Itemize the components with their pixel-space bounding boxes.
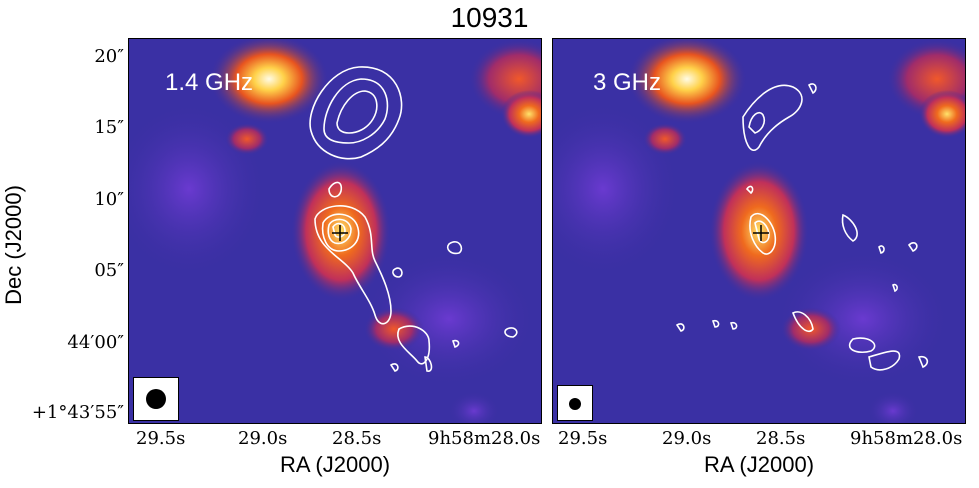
xtick-2-285: 28.5s: [756, 428, 806, 449]
xtick-2-290: 29.0s: [662, 428, 712, 449]
ytick-05: 05″: [94, 260, 124, 281]
radio-contours-1p4: [309, 66, 518, 372]
beam-ellipse-1p4ghz: [146, 389, 166, 409]
position-crosshair-1p4: [332, 225, 348, 241]
xtick-2-280: 9h58m28.0s: [850, 428, 963, 449]
y-axis-label: Dec (J2000): [1, 185, 26, 305]
figure-title: 10931: [450, 2, 529, 33]
xtick-2-295: 29.5s: [558, 428, 608, 449]
beam-box-3ghz: [557, 385, 593, 421]
ytick-15: 15″: [94, 117, 124, 138]
x-axis-label-1: RA (J2000): [279, 452, 391, 477]
image-1p4ghz: [129, 39, 541, 423]
image-3ghz: [553, 39, 965, 423]
x-axis-label-2: RA (J2000): [703, 452, 815, 477]
beam-box-1p4ghz: [133, 377, 179, 421]
panel-1p4ghz: 1.4 GHz: [128, 38, 542, 424]
ytick-4400: 44′00″: [67, 332, 124, 353]
beam-ellipse-3ghz: [569, 398, 581, 410]
panel-label-1p4ghz: 1.4 GHz: [165, 69, 254, 96]
xtick-1-295: 29.5s: [136, 428, 186, 449]
xtick-1-290: 29.0s: [238, 428, 288, 449]
xtick-1-280: 9h58m28.0s: [428, 428, 541, 449]
ytick-4355: +1°43′55″: [31, 402, 124, 423]
radio-contours-3: [675, 83, 929, 371]
position-crosshair-3: [753, 225, 769, 241]
ytick-20: 20″: [94, 46, 124, 67]
panel-3ghz: 3 GHz: [552, 38, 966, 424]
xtick-1-285: 28.5s: [332, 428, 382, 449]
ytick-10: 10″: [94, 189, 124, 210]
panel-label-3ghz: 3 GHz: [593, 69, 662, 96]
